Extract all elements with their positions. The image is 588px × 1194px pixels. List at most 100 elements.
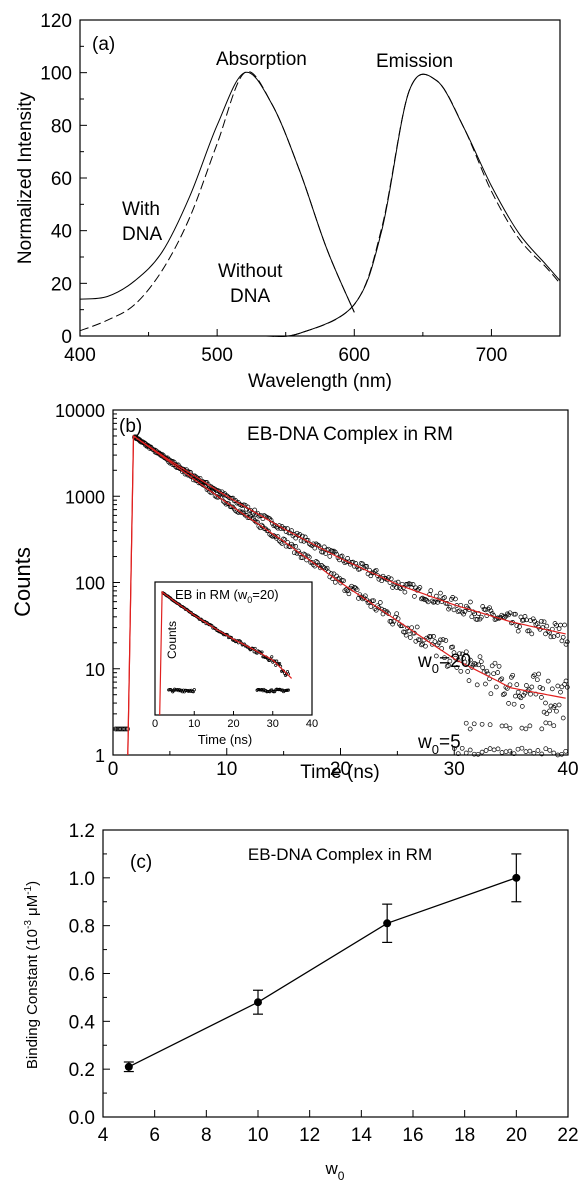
data-point-floor <box>515 746 521 752</box>
data-point-w20 <box>429 598 435 604</box>
data-point-w5 <box>493 684 499 690</box>
inset-data-point <box>253 646 257 650</box>
data-point-w5 <box>502 691 507 697</box>
data-point-floor <box>519 725 525 731</box>
data-point-w5 <box>319 563 324 568</box>
panel-b-xtick-label: 0 <box>108 759 119 780</box>
inset-background <box>148 578 312 738</box>
data-point-w20 <box>469 614 475 620</box>
data-point-w5 <box>547 708 552 714</box>
panel-c-ticks: 4 6 8 10 12 14 16 18 20 22 0.0 0.2 0.4 0.6 0.8 1.0 1.2 <box>69 821 579 1146</box>
data-point-floor <box>539 726 545 732</box>
data-point-floor <box>479 749 485 755</box>
panel-a-ytick-label: 40 <box>51 222 72 243</box>
inset-data-point <box>270 655 274 659</box>
data-point-w5 <box>391 618 397 624</box>
data-point-floor <box>495 746 501 752</box>
panel-a-xtick-label: 600 <box>338 345 370 366</box>
data-point-floor <box>455 751 461 757</box>
panel-a-ytick-label: 0 <box>61 327 72 348</box>
data-point-w5 <box>362 593 368 599</box>
data-point-w5 <box>560 715 566 721</box>
data-point-w5 <box>554 708 559 714</box>
binding-constant-point <box>383 919 392 928</box>
data-point-floor <box>463 750 469 756</box>
data-point-w5 <box>433 653 439 659</box>
data-point-w5 <box>511 701 517 707</box>
data-point-w20 <box>410 582 416 587</box>
data-point-w5 <box>414 624 420 630</box>
series-label-w20: w0=20 <box>417 651 471 676</box>
data-point-w20 <box>524 617 529 623</box>
data-point-w20 <box>386 575 391 580</box>
data-point-w5 <box>321 565 327 571</box>
panel-b-title: EB-DNA Complex in RM <box>247 424 453 445</box>
data-point-w5 <box>549 686 555 692</box>
panel-b-xtick-label: 10 <box>216 759 237 780</box>
panel-c-xtick-label: 20 <box>506 1125 527 1146</box>
data-point-floor <box>483 748 489 753</box>
data-point-w5 <box>473 661 479 667</box>
data-point-w5 <box>536 671 542 677</box>
data-point-w5 <box>556 702 562 708</box>
data-point-w5 <box>519 704 525 709</box>
data-point-w20 <box>421 597 427 602</box>
data-point-w5 <box>529 684 535 690</box>
data-point-floor <box>551 723 557 729</box>
data-point-floor <box>527 723 533 729</box>
data-point-floor <box>503 723 509 729</box>
data-point-w5 <box>242 512 248 518</box>
data-point-w5 <box>442 655 447 661</box>
data-point-w5 <box>320 564 326 570</box>
panel-b-xtick-label: 20 <box>330 759 351 780</box>
panel-c-ytick-label: 0.0 <box>69 1108 95 1129</box>
panel-b-xtick-label: 40 <box>557 759 578 780</box>
annotation-with: With <box>122 199 160 220</box>
data-point-floor <box>487 722 493 728</box>
data-point-w5 <box>367 599 372 605</box>
panel-b-fits <box>127 434 566 756</box>
data-point-w20 <box>513 611 518 617</box>
data-point-w20 <box>388 576 394 582</box>
inset-data-point <box>274 663 278 667</box>
panel-b-xtick-label: 30 <box>444 759 465 780</box>
data-point-w20 <box>551 634 557 639</box>
data-point-w5 <box>514 682 520 687</box>
data-point-w5 <box>543 700 548 706</box>
panel-b-ylabel: Counts <box>10 547 35 617</box>
data-point-w5 <box>555 683 561 689</box>
panel-c-ylabel: Binding Constant (10-3 μM-1) <box>23 881 41 1069</box>
data-point-w5 <box>279 541 285 546</box>
data-point-w20 <box>428 588 434 593</box>
panel-b-label: (b) <box>119 416 142 437</box>
data-point-w5 <box>472 660 477 666</box>
panel-a-curves <box>79 71 561 337</box>
data-point-w20 <box>312 545 318 551</box>
data-point-w20 <box>364 564 370 569</box>
data-point-w20 <box>453 596 458 602</box>
data-point-w5 <box>253 519 259 525</box>
data-point-w5 <box>398 623 404 629</box>
data-point-floor <box>547 720 553 726</box>
series-emission-without-dna <box>265 73 561 337</box>
binding-constant-point <box>124 1062 133 1071</box>
data-point-w5 <box>402 629 408 635</box>
data-point-w20 <box>331 548 337 554</box>
data-point-w5 <box>428 634 434 639</box>
panel-c-ytick-label: 0.2 <box>69 1060 95 1081</box>
data-point-floor <box>563 748 569 754</box>
data-point-w5 <box>331 571 337 577</box>
inset-scatter-point <box>284 688 289 692</box>
data-point-floor <box>463 720 469 726</box>
panel-a-ytick-label: 100 <box>40 64 72 85</box>
data-point-w5 <box>313 559 319 564</box>
data-point-w5 <box>468 657 473 663</box>
data-point-w20 <box>504 611 510 617</box>
data-point-floor <box>527 748 533 754</box>
data-point-w5 <box>495 670 501 675</box>
data-point-w5 <box>563 678 569 684</box>
panel-b-points <box>112 434 570 758</box>
data-point-w20 <box>540 625 546 630</box>
data-point-w5 <box>446 663 451 668</box>
data-point-w5 <box>371 598 376 604</box>
